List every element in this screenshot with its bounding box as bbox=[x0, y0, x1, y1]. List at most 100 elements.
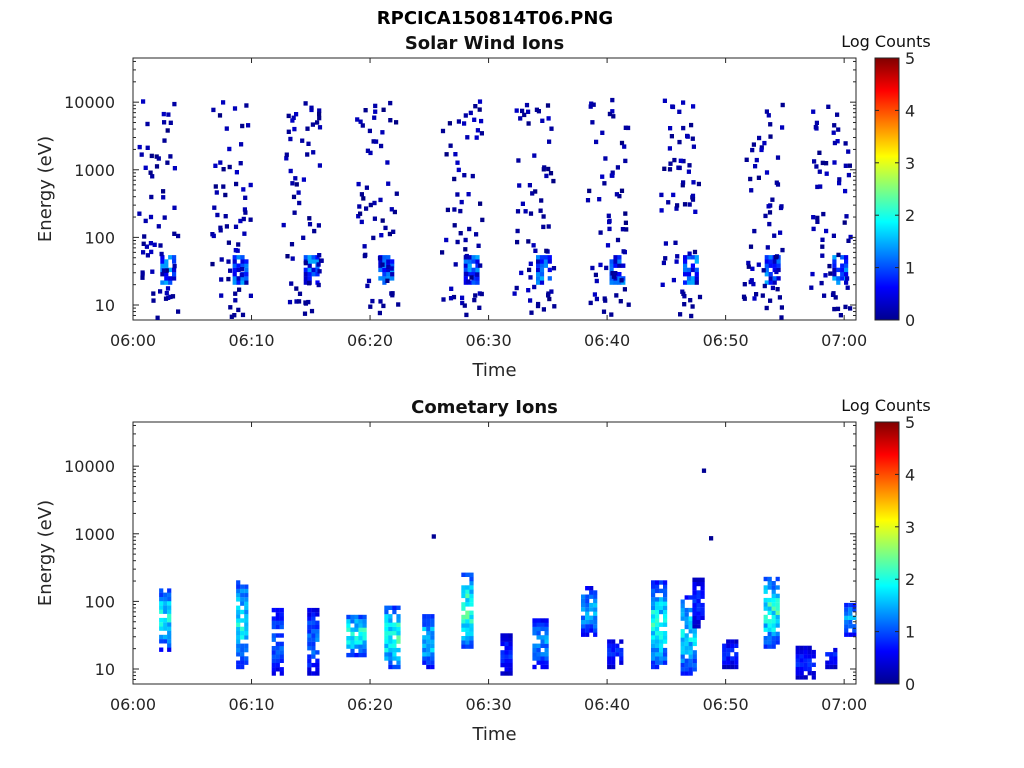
data-cell bbox=[350, 631, 355, 637]
data-cell bbox=[617, 272, 622, 277]
data-cell bbox=[452, 207, 457, 212]
data-cell bbox=[392, 643, 397, 648]
data-cell bbox=[477, 107, 482, 112]
data-cell bbox=[244, 588, 249, 594]
data-cell bbox=[466, 279, 471, 284]
data-cell bbox=[763, 640, 768, 645]
data-cell bbox=[168, 255, 173, 260]
data-cell bbox=[137, 144, 142, 150]
data-cell bbox=[354, 636, 359, 641]
data-cell bbox=[688, 595, 693, 600]
data-cell bbox=[358, 652, 363, 658]
data-cell bbox=[236, 242, 241, 247]
data-cell bbox=[611, 660, 616, 665]
data-cell bbox=[172, 259, 177, 264]
data-cell bbox=[148, 241, 153, 246]
data-cell bbox=[659, 656, 664, 661]
data-cell bbox=[236, 631, 241, 636]
data-cell bbox=[233, 291, 238, 296]
data-cell bbox=[362, 631, 367, 637]
data-cell bbox=[807, 666, 812, 672]
data-cell bbox=[286, 113, 291, 119]
data-cell bbox=[688, 607, 693, 613]
data-cell bbox=[240, 647, 245, 653]
data-cell bbox=[234, 181, 239, 187]
data-cell bbox=[675, 254, 680, 259]
data-cell bbox=[757, 135, 762, 141]
data-cell bbox=[236, 622, 241, 627]
data-cell bbox=[158, 289, 163, 294]
data-cell bbox=[236, 605, 241, 610]
data-cell bbox=[239, 272, 244, 278]
data-cell bbox=[684, 624, 689, 630]
data-cell bbox=[396, 647, 401, 653]
data-cell bbox=[690, 304, 695, 309]
data-cell bbox=[763, 627, 768, 632]
data-cell bbox=[380, 262, 385, 267]
data-cell bbox=[390, 272, 395, 277]
data-cell bbox=[609, 276, 614, 281]
data-cell bbox=[422, 656, 427, 661]
data-cell bbox=[778, 230, 783, 235]
data-cell bbox=[303, 260, 308, 266]
data-cell bbox=[523, 209, 528, 214]
data-cell bbox=[663, 588, 668, 594]
data-cell bbox=[210, 261, 215, 267]
data-cell bbox=[547, 255, 552, 260]
data-cell bbox=[469, 585, 474, 590]
data-cell bbox=[659, 635, 664, 640]
data-cell bbox=[500, 637, 505, 642]
data-cell bbox=[392, 664, 397, 670]
data-cell bbox=[392, 622, 397, 627]
data-cell bbox=[684, 620, 689, 625]
data-cell bbox=[680, 629, 685, 634]
panels: 06:00 06:10 06:20 06:30 06:40 06:50 07:00Time1… bbox=[35, 32, 931, 745]
data-cell bbox=[163, 634, 168, 640]
data-cell bbox=[172, 101, 177, 107]
data-cell bbox=[236, 660, 241, 665]
data-cell bbox=[532, 652, 537, 657]
data-cell bbox=[688, 629, 693, 634]
data-cell bbox=[430, 643, 435, 648]
data-cell bbox=[306, 141, 311, 146]
data-cell bbox=[818, 184, 823, 189]
data-cell bbox=[307, 222, 313, 227]
data-cell bbox=[236, 592, 241, 598]
x-tick-label: 06:10 bbox=[228, 695, 274, 714]
data-cell bbox=[692, 624, 697, 629]
data-cell bbox=[593, 272, 598, 278]
x-tick-label: 06:20 bbox=[347, 331, 393, 350]
data-cell bbox=[771, 619, 776, 624]
data-cell bbox=[281, 222, 286, 228]
data-cell bbox=[803, 675, 808, 680]
data-cell bbox=[827, 263, 832, 269]
data-cell bbox=[590, 265, 595, 271]
data-cell bbox=[663, 652, 668, 657]
data-cell bbox=[610, 97, 615, 103]
data-cell bbox=[240, 664, 245, 670]
data-cell bbox=[651, 635, 656, 640]
data-cell bbox=[388, 643, 393, 648]
data-cell bbox=[317, 108, 322, 113]
data-cell bbox=[761, 268, 766, 273]
data-cell bbox=[613, 271, 618, 276]
data-cell bbox=[160, 255, 165, 260]
data-cell bbox=[288, 168, 293, 174]
data-cell bbox=[750, 266, 755, 271]
data-cell bbox=[536, 280, 541, 285]
data-cell bbox=[462, 121, 467, 126]
data-cell bbox=[844, 602, 849, 608]
data-cell bbox=[426, 664, 431, 670]
data-cell bbox=[422, 618, 427, 623]
data-cell bbox=[626, 125, 631, 131]
data-cell bbox=[462, 173, 467, 178]
data-cell bbox=[651, 626, 656, 632]
data-cell bbox=[690, 136, 695, 141]
data-cell bbox=[803, 662, 808, 667]
data-cell bbox=[141, 99, 146, 104]
data-cell bbox=[730, 660, 735, 665]
data-cell bbox=[687, 251, 692, 256]
data-cell bbox=[593, 624, 598, 629]
data-cell bbox=[384, 609, 389, 615]
data-cell bbox=[764, 109, 769, 114]
